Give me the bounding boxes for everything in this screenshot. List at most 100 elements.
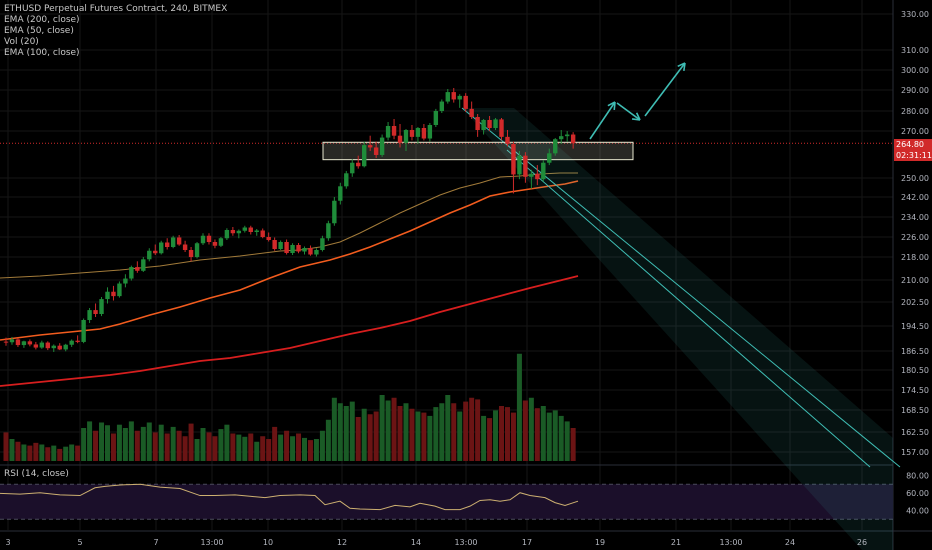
- candle-body: [469, 108, 474, 117]
- volume-bar: [81, 428, 87, 461]
- candle-body: [445, 92, 450, 102]
- volume-bar: [570, 428, 576, 461]
- volume-bar: [260, 436, 266, 461]
- ema50-line: [0, 172, 578, 279]
- volume-bar: [499, 406, 505, 461]
- volume-bar: [302, 437, 307, 461]
- price-tick-label: 157.00: [901, 448, 929, 457]
- price-tick-label: 210.00: [901, 276, 929, 285]
- candle-body: [385, 126, 391, 138]
- volume-bar: [116, 424, 122, 461]
- volume-bar: [481, 415, 487, 461]
- volume-bar: [134, 430, 140, 461]
- channel-upper-line: [461, 107, 901, 468]
- candle-body: [87, 310, 92, 320]
- volume-bar: [516, 353, 522, 461]
- volume-bar: [230, 433, 236, 461]
- candle-body: [523, 155, 528, 177]
- volume-bar: [146, 422, 152, 461]
- rsi-band: [0, 483, 893, 520]
- candle-body: [403, 130, 409, 143]
- candle-body: [176, 237, 182, 245]
- candle-body: [248, 227, 253, 232]
- volume-bar: [313, 439, 319, 461]
- candle-body: [475, 117, 480, 130]
- volume-bar: [403, 403, 409, 461]
- legend-volume: Vol (20): [4, 37, 39, 47]
- candle-body: [266, 237, 271, 240]
- volume-bar: [51, 445, 57, 461]
- volume-bar: [284, 430, 290, 461]
- volume-bar: [385, 400, 391, 461]
- candle-body: [350, 162, 355, 174]
- volume-bar: [272, 426, 278, 461]
- candle-body: [517, 155, 522, 175]
- volume-bar: [558, 415, 564, 461]
- candle-body: [397, 135, 403, 143]
- time-tick-label: 10: [263, 538, 273, 547]
- volume-bar: [445, 395, 451, 461]
- volume-bar: [552, 410, 558, 461]
- volume-bar: [355, 417, 361, 461]
- volume-bar: [242, 436, 248, 461]
- candle-body: [63, 344, 68, 350]
- candle-body: [409, 130, 415, 137]
- volume-bar: [343, 406, 349, 461]
- candle-body: [141, 259, 146, 271]
- volume-bar: [266, 439, 272, 461]
- candle-body: [373, 147, 379, 155]
- volume-bar: [9, 439, 15, 461]
- support-rectangle[interactable]: [322, 141, 634, 161]
- volume-bar: [218, 429, 224, 461]
- candle-body: [499, 119, 504, 137]
- candle-body: [302, 248, 307, 252]
- price-tick-label: 162.50: [901, 428, 929, 437]
- rsi-tick-label: 80.00: [906, 472, 929, 481]
- candle-body: [224, 230, 230, 239]
- volume-bar: [307, 440, 313, 461]
- volume-bar: [337, 403, 343, 461]
- volume-bar: [128, 421, 134, 461]
- price-tick-label: 218.00: [901, 253, 929, 262]
- legend-ema200: EMA (200, close): [4, 15, 80, 25]
- candle-body: [296, 245, 301, 252]
- candle-body: [421, 128, 427, 139]
- candle-body: [564, 134, 570, 137]
- price-tick-label: 300.00: [901, 66, 929, 75]
- chart-legend: ETHUSD Perpetual Futures Contract, 240, …: [4, 4, 227, 59]
- candle-body: [3, 341, 9, 343]
- volume-bar: [122, 428, 128, 461]
- volume-bar: [540, 406, 546, 461]
- candle-body: [153, 250, 158, 254]
- price-tick-label: 180.50: [901, 366, 929, 375]
- volume-bar: [325, 419, 331, 461]
- arrow-shaft: [589, 101, 616, 140]
- arrow-head: [631, 118, 641, 121]
- time-tick-label: 12: [337, 538, 347, 547]
- time-axis[interactable]: 3 5 7 13:00 10 12 14 13:00 17 19 21 13:00 24 26: [5, 538, 867, 547]
- volume-bar: [33, 442, 39, 461]
- descending-channel[interactable]: [461, 107, 901, 550]
- price-tick-label: 310.00: [901, 46, 929, 55]
- price-tick-label: 202.50: [901, 298, 929, 307]
- arrow-head: [635, 112, 641, 121]
- candle-body: [511, 143, 516, 175]
- candle-body: [123, 278, 128, 284]
- volume-bars: [3, 353, 576, 461]
- volume-bar: [528, 397, 534, 461]
- candle-body: [493, 119, 498, 128]
- volume-bar: [319, 430, 325, 461]
- candle-body: [344, 173, 349, 187]
- volume-bar: [104, 425, 110, 461]
- volume-bar: [164, 433, 170, 461]
- candle-body: [45, 342, 50, 349]
- candle-body: [21, 341, 27, 346]
- volume-bar: [427, 415, 433, 461]
- price-axis[interactable]: 330.00 310.00 300.00 290.00 280.00 270.00 250.…: [901, 10, 929, 516]
- projection-arrows[interactable]: [589, 62, 686, 140]
- ema100-line: [0, 180, 579, 341]
- volume-bar: [296, 433, 302, 461]
- volume-bar: [504, 407, 510, 461]
- time-tick-label: 13:00: [454, 538, 477, 547]
- price-tick-label: 174.50: [901, 386, 929, 395]
